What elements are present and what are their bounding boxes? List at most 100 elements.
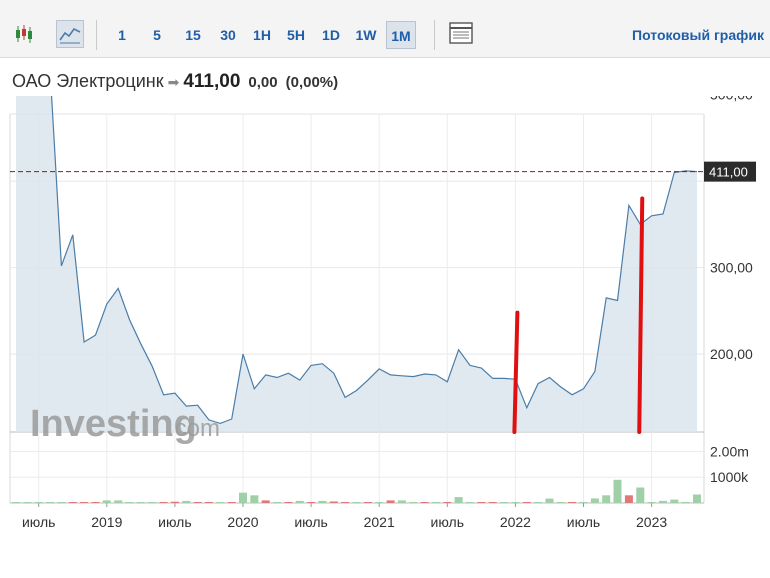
price-line xyxy=(50,96,698,425)
volume-bar xyxy=(397,500,406,503)
volume-bar xyxy=(148,502,157,503)
volume-bar xyxy=(659,500,667,503)
volume-bar xyxy=(568,502,577,503)
volume-bar xyxy=(545,498,554,503)
y-tick-label: 300,00 xyxy=(710,260,753,276)
volume-bar xyxy=(602,495,611,503)
x-tick-label: 2023 xyxy=(636,514,667,530)
volume-bar xyxy=(647,502,656,503)
x-tick-label: июль xyxy=(567,514,600,530)
annotation-mark xyxy=(512,310,520,434)
volume-bar xyxy=(80,502,89,503)
volume-bar xyxy=(431,502,440,503)
volume-bar xyxy=(511,502,520,503)
interval-1w-button[interactable]: 1W xyxy=(355,27,377,43)
volume-bar xyxy=(307,502,316,503)
volume-bar xyxy=(375,502,384,503)
instrument-name[interactable]: ОАО Электроцинк xyxy=(12,71,164,91)
volume-bar xyxy=(114,500,123,503)
x-tick-label: июль xyxy=(158,514,191,530)
volume-bar xyxy=(329,501,338,503)
volume-tick-label: 2.00m xyxy=(710,443,749,459)
volume-bar xyxy=(204,502,213,503)
volume-bar xyxy=(239,492,247,503)
price-area xyxy=(16,96,697,432)
interval-5h-button[interactable]: 5H xyxy=(287,27,305,43)
volume-bar xyxy=(500,502,509,503)
volume-bar xyxy=(261,500,270,503)
y-tick-label: 500,00 xyxy=(710,96,753,103)
volume-bar xyxy=(273,502,282,503)
interval-30-button[interactable]: 30 xyxy=(220,27,236,43)
volume-bar xyxy=(488,502,497,503)
x-tick-label: июль xyxy=(22,514,55,530)
volume-bar xyxy=(420,502,429,503)
volume-bar xyxy=(477,502,486,503)
annotations xyxy=(512,196,645,434)
volume-bar xyxy=(182,500,191,503)
volume-bar xyxy=(443,502,452,503)
current-price-value: 411,00 xyxy=(709,165,748,180)
volume-bar xyxy=(12,502,20,503)
volume-bar xyxy=(466,502,474,503)
volume-bar xyxy=(46,502,54,503)
volume-bar xyxy=(284,502,293,503)
annotation-mark xyxy=(637,196,645,434)
toolbar-divider xyxy=(96,20,97,50)
volume-bar xyxy=(68,502,77,503)
volume-bar xyxy=(363,502,372,503)
volume-bar xyxy=(34,502,43,503)
stream-chart-link[interactable]: Потоковый график xyxy=(632,27,764,43)
volume-bar xyxy=(522,502,531,503)
volume-bar xyxy=(613,479,622,503)
x-tick-label: июль xyxy=(431,514,464,530)
volume-bar xyxy=(386,500,395,503)
volume-bar xyxy=(352,502,361,503)
last-price: 411,00 xyxy=(183,71,241,92)
volume-bar xyxy=(295,500,304,503)
quote-header: ОАО Электроцинк ➡ 411,00 0,00 (0,00%) xyxy=(12,68,338,94)
watermark-suffix: .com xyxy=(168,415,220,442)
arrow-right-icon: ➡ xyxy=(167,74,180,90)
volume-bar xyxy=(534,502,543,503)
x-tick-label: 2020 xyxy=(227,514,258,530)
volume-bar xyxy=(636,487,645,503)
interval-1m-button[interactable]: 1M xyxy=(386,21,416,49)
volume-bar xyxy=(125,502,134,503)
interval-1-button[interactable]: 1 xyxy=(118,27,126,43)
volume-bar xyxy=(590,498,599,503)
volume-bar xyxy=(159,502,168,503)
investing-watermark: Investing .com xyxy=(30,403,220,445)
area-chart-icon[interactable] xyxy=(56,20,84,48)
x-tick-label: 2019 xyxy=(91,514,122,530)
price-chart[interactable]: 411,00 500,00 300,00 200,00 2.00m 1000k июль 20… xyxy=(0,96,770,578)
interval-15-button[interactable]: 15 xyxy=(185,27,201,43)
volume-bar xyxy=(624,495,633,503)
toolbar-divider xyxy=(434,20,435,50)
x-tick-label: 2021 xyxy=(364,514,395,530)
interval-1h-button[interactable]: 1H xyxy=(253,27,271,43)
price-change-percent: (0,00%) xyxy=(285,74,339,91)
volume-bar xyxy=(579,502,588,503)
current-price-label: 411,00 xyxy=(704,161,756,182)
volume-bar xyxy=(454,497,463,503)
volume-bar xyxy=(23,502,32,503)
news-panel-icon[interactable] xyxy=(448,20,476,48)
volume-bar xyxy=(250,495,259,503)
volume-bar xyxy=(670,499,679,503)
volume-bar xyxy=(693,494,701,503)
interval-1d-button[interactable]: 1D xyxy=(322,27,340,43)
candlestick-icon[interactable] xyxy=(10,20,38,48)
volume-bar xyxy=(170,501,179,503)
chart-axes: 411,00 500,00 300,00 200,00 2.00m 1000k июль 20… xyxy=(10,96,756,530)
volume-bar xyxy=(216,502,225,503)
price-change: 0,00 xyxy=(248,74,278,91)
volume-bar xyxy=(136,502,145,503)
volume-bar xyxy=(91,502,100,503)
x-tick-label: 2022 xyxy=(500,514,531,530)
volume-bar xyxy=(681,502,690,503)
watermark-brand: Investing xyxy=(30,403,197,445)
interval-5-button[interactable]: 5 xyxy=(153,27,161,43)
x-tick-label: июль xyxy=(294,514,327,530)
volume-bar xyxy=(556,502,565,503)
